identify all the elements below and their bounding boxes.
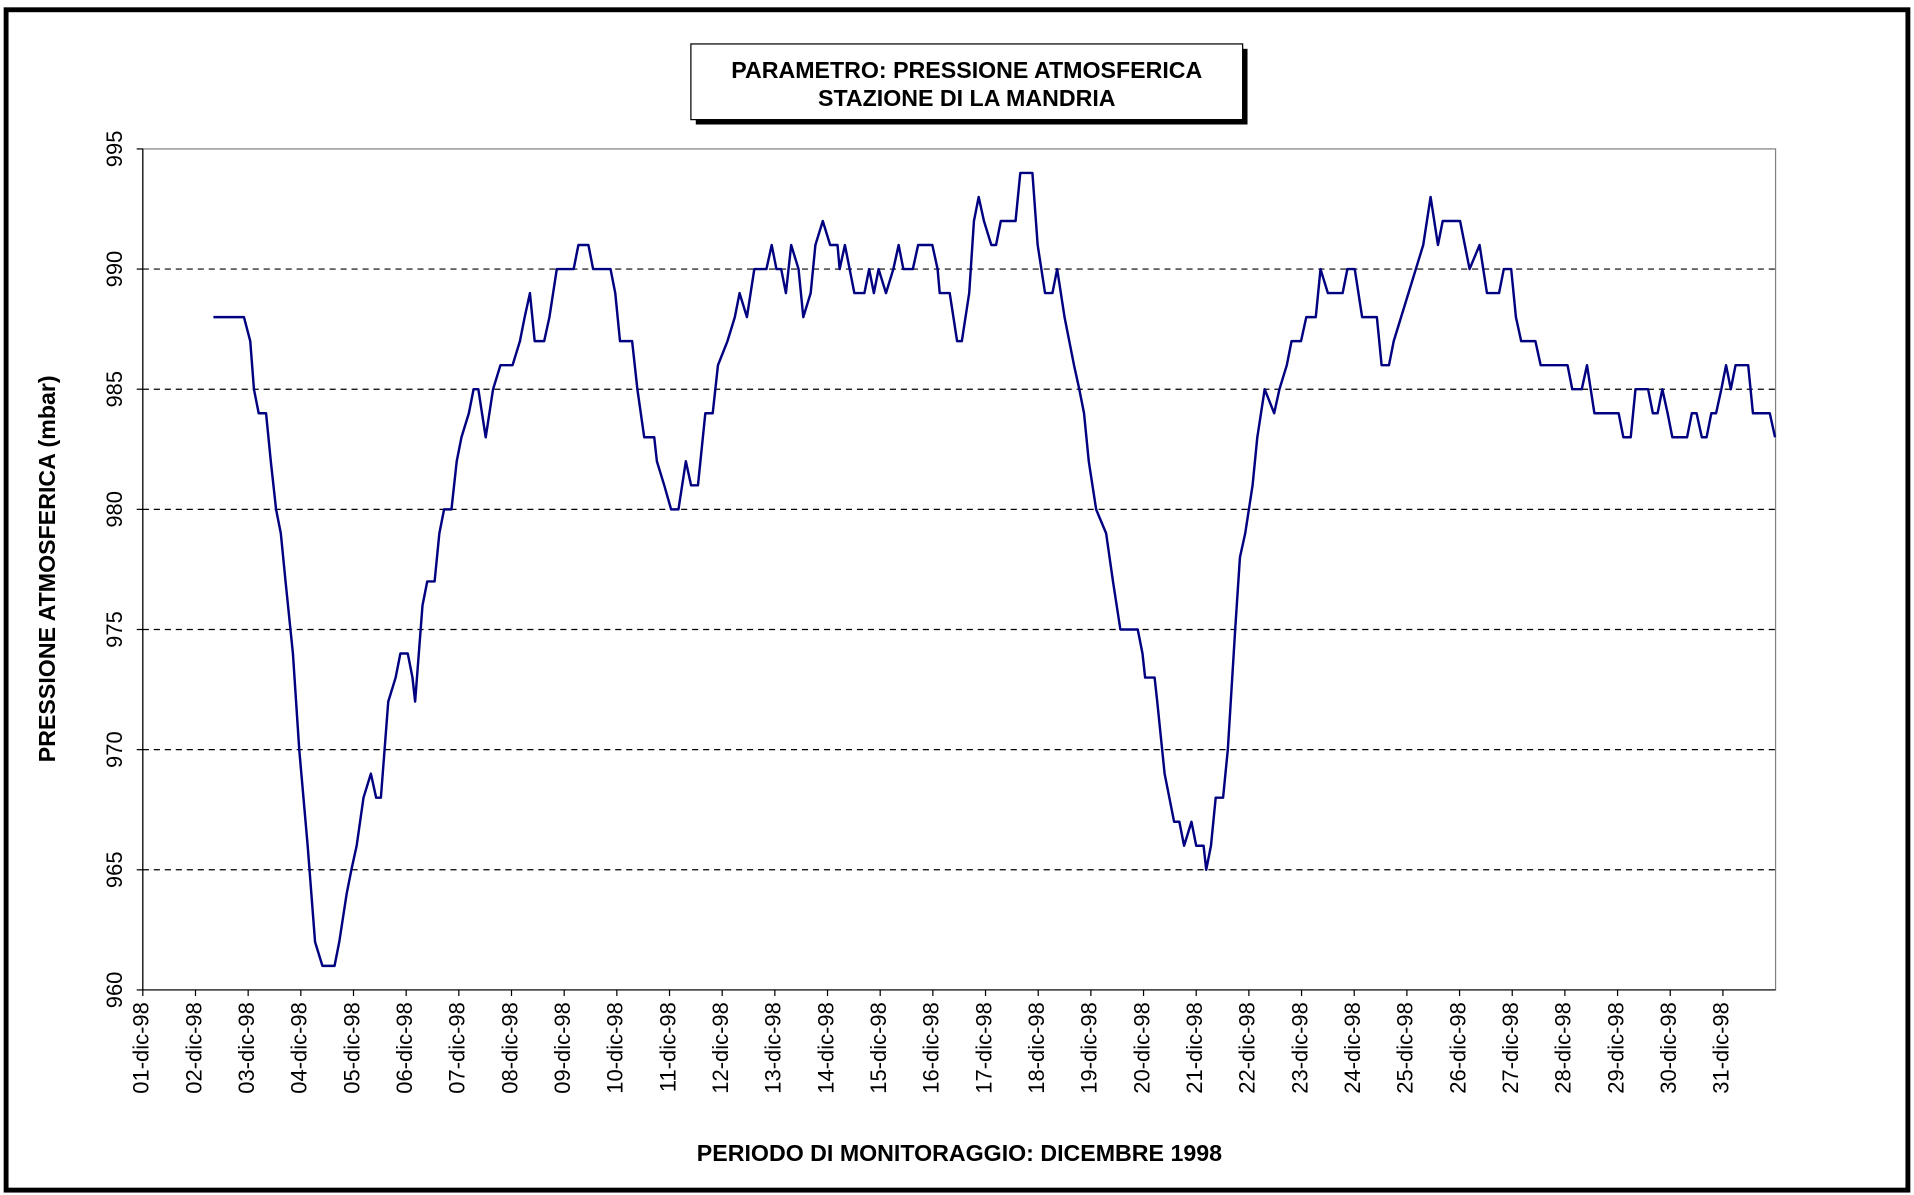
y-tick-label: 990 (102, 251, 127, 288)
x-tick-label: 16-dic-98 (919, 1002, 944, 1094)
x-tick-label: 28-dic-98 (1551, 1002, 1576, 1094)
x-tick-label: 13-dic-98 (761, 1002, 786, 1094)
x-tick-label: 27-dic-98 (1498, 1002, 1523, 1094)
x-tick-label: 08-dic-98 (497, 1002, 522, 1094)
x-tick-label: 12-dic-98 (708, 1002, 733, 1094)
x-tick-label: 07-dic-98 (445, 1002, 470, 1094)
x-tick-label: 04-dic-98 (287, 1002, 312, 1094)
title-box (690, 43, 1244, 121)
x-tick-label: 19-dic-98 (1077, 1002, 1102, 1094)
y-tick-label: 965 (102, 851, 127, 888)
x-tick-label: 06-dic-98 (392, 1002, 417, 1094)
chart-title: PARAMETRO: PRESSIONE ATMOSFERICA (731, 57, 1202, 83)
y-tick-label: 975 (102, 611, 127, 648)
x-tick-label: 26-dic-98 (1445, 1002, 1470, 1094)
x-tick-label: 15-dic-98 (866, 1002, 891, 1094)
x-tick-label: 01-dic-98 (129, 1002, 154, 1094)
x-tick-label: 20-dic-98 (1129, 1002, 1154, 1094)
x-tick-label: 05-dic-98 (339, 1002, 364, 1094)
x-tick-label: 22-dic-98 (1235, 1002, 1260, 1094)
x-tick-label: 24-dic-98 (1340, 1002, 1365, 1094)
x-tick-label: 03-dic-98 (234, 1002, 259, 1094)
y-axis-label: PRESSIONE ATMOSFERICA (mbar) (34, 375, 60, 762)
plot-area (142, 148, 1777, 991)
y-tick-label: 980 (102, 491, 127, 528)
y-tick-label: 960 (102, 972, 127, 1009)
x-tick-label: 14-dic-98 (813, 1002, 838, 1094)
x-tick-label: 02-dic-98 (181, 1002, 206, 1094)
x-tick-label: 25-dic-98 (1393, 1002, 1418, 1094)
y-tick-label: 970 (102, 731, 127, 768)
x-tick-label: 11-dic-98 (655, 1002, 680, 1092)
data-line (213, 171, 1777, 968)
y-tick-label: 995 (102, 131, 127, 168)
x-tick-label: 31-dic-98 (1709, 1002, 1734, 1094)
x-tick-label: 21-dic-98 (1182, 1002, 1207, 1094)
x-tick-label: 29-dic-98 (1603, 1002, 1628, 1094)
x-tick-label: 09-dic-98 (550, 1002, 575, 1094)
x-tick-label: 17-dic-98 (971, 1002, 996, 1094)
x-axis-label: PERIODO DI MONITORAGGIO: DICEMBRE 1998 (697, 1140, 1222, 1166)
x-tick-label: 23-dic-98 (1287, 1002, 1312, 1094)
x-tick-label: 18-dic-98 (1024, 1002, 1049, 1094)
chart-title: STAZIONE DI LA MANDRIA (818, 85, 1116, 111)
x-tick-label: 10-dic-98 (603, 1002, 628, 1094)
y-tick-label: 985 (102, 371, 127, 408)
x-tick-label: 30-dic-98 (1656, 1002, 1681, 1094)
